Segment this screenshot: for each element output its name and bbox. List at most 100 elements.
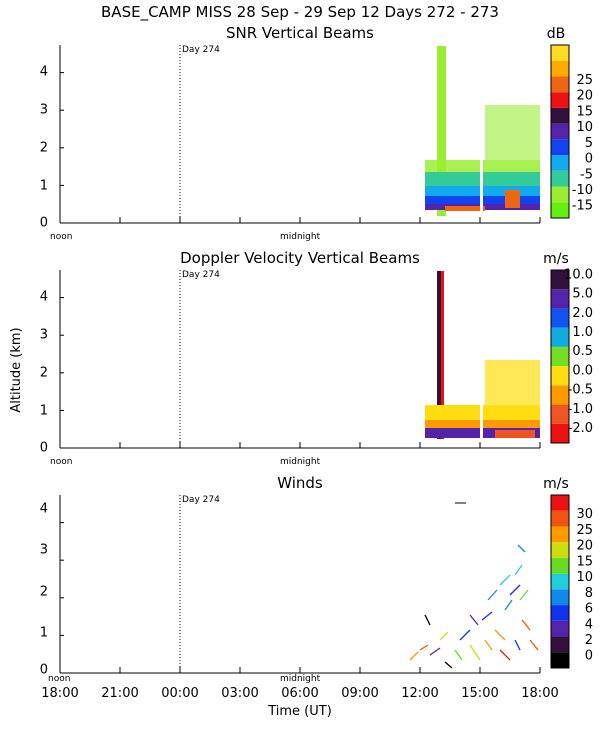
wind-barb <box>429 647 441 656</box>
colorbar-tick-label: -2.0 <box>568 421 593 436</box>
wind-barb <box>504 599 513 611</box>
colorbar-swatch <box>551 107 569 124</box>
snr-y-ticks: 0 1 2 3 4 <box>40 65 48 231</box>
snr-band-ground <box>445 206 485 211</box>
colorbar-swatch <box>551 346 569 367</box>
colorbar-tick-label: 0 <box>585 152 593 167</box>
snr-patch-right <box>485 105 540 160</box>
colorbar-tick-label: 6 <box>585 602 593 617</box>
doppler-red-ground <box>495 430 535 438</box>
time-tick-label: 15:00 <box>461 686 498 701</box>
doppler-y-ticks: 0 1 2 3 4 <box>40 290 48 456</box>
snr-gap <box>480 150 483 216</box>
colorbar-tick-label: 5 <box>585 136 593 151</box>
colorbar-swatch <box>551 557 569 574</box>
doppler-colorbar: m/s -2.0 -1.0 -0.5 0.0 0.5 1.0 2.0 5.0 10.0 <box>543 251 593 444</box>
colorbar-swatch <box>551 495 569 511</box>
colorbar-swatch <box>551 652 569 668</box>
colorbar-swatch <box>551 510 569 527</box>
colorbar-tick-label: -1.0 <box>568 402 593 417</box>
doppler-ytick-3: 3 <box>40 328 48 343</box>
colorbar-swatch <box>551 155 569 171</box>
snr-ytick-1: 1 <box>40 179 48 194</box>
time-tick-label: 00:00 <box>161 686 198 701</box>
colorbar-swatch <box>551 123 569 140</box>
wind-barb <box>521 619 531 631</box>
doppler-midnight-label: midnight <box>280 457 321 467</box>
time-tick-label: 18:00 <box>521 686 558 701</box>
snr-colorbar-unit: dB <box>547 26 566 42</box>
doppler-data-region <box>425 271 540 440</box>
colorbar-swatch <box>551 542 569 558</box>
doppler-ytick-4: 4 <box>40 290 48 305</box>
colorbar-swatch <box>551 270 569 290</box>
colorbar-swatch <box>551 526 569 543</box>
doppler-ytick-0: 0 <box>40 441 48 456</box>
doppler-noon-label: noon <box>50 457 72 467</box>
colorbar-swatch <box>551 139 569 156</box>
colorbar-tick-label: 2.0 <box>572 306 593 321</box>
winds-ytick-3: 3 <box>40 543 48 558</box>
doppler-spike-dark <box>437 271 441 439</box>
wind-barb <box>481 611 493 621</box>
colorbar-swatch <box>551 45 569 61</box>
colorbar-tick-label: -0.5 <box>568 383 593 398</box>
time-tick-label: 03:00 <box>221 686 258 701</box>
colorbar-tick-label: 15 <box>576 104 593 119</box>
time-tick-label: 18:00 <box>41 686 78 701</box>
colorbar-frame <box>550 269 570 444</box>
winds-ytick-0: 0 <box>40 663 48 678</box>
colorbar-frame <box>550 44 570 219</box>
time-tick-label: 12:00 <box>401 686 438 701</box>
wind-barb <box>459 629 471 641</box>
colorbar-tick-label: 0 <box>585 649 593 664</box>
colorbar-tick-label: 15 <box>576 554 593 569</box>
colorbar-swatch <box>551 170 569 187</box>
winds-panel-title: Winds <box>277 474 323 492</box>
wind-barb <box>529 639 539 651</box>
colorbar-tick-label: 5.0 <box>572 287 593 302</box>
colorbar-frame <box>550 494 570 669</box>
snr-ytick-2: 2 <box>40 141 48 156</box>
colorbar-swatch <box>551 573 569 590</box>
colorbar-swatch <box>551 404 569 424</box>
colorbar-tick-label: 25 <box>576 73 593 88</box>
colorbar-swatch <box>551 308 569 328</box>
colorbar-swatch <box>551 186 569 203</box>
wind-barb <box>424 614 431 626</box>
colorbar-swatch <box>551 385 569 405</box>
winds-colorbar-unit: m/s <box>543 476 569 492</box>
doppler-gap <box>480 400 483 440</box>
wind-barb <box>499 649 511 661</box>
winds-axes <box>59 495 540 674</box>
winds-day-marker-label: Day 274 <box>182 495 220 505</box>
doppler-ytick-1: 1 <box>40 404 48 419</box>
colorbar-tick-label: 10.0 <box>564 267 593 282</box>
wind-barb <box>494 629 506 641</box>
time-axis-label: Time (UT) <box>267 704 332 719</box>
colorbar-swatch <box>551 76 569 93</box>
winds-panel: Winds Day 274 noon midnight 0 1 2 3 4 18… <box>40 474 593 719</box>
wind-barb <box>409 651 419 661</box>
time-tick-label: 06:00 <box>281 686 318 701</box>
colorbar-tick-label: 25 <box>576 523 593 538</box>
wind-barb <box>519 589 529 601</box>
colorbar-swatch <box>551 589 569 606</box>
colorbar-tick-label: 2 <box>585 633 593 648</box>
colorbar-tick-label: -5 <box>580 167 593 182</box>
time-axis-ticks: 18:00 21:00 00:00 03:00 06:00 09:00 12:00 15:00… <box>41 686 558 701</box>
wind-barb <box>514 639 521 651</box>
wind-barb <box>454 649 463 661</box>
wind-barb <box>509 584 521 596</box>
snr-midnight-label: midnight <box>280 232 321 242</box>
wind-barb <box>499 574 511 586</box>
colorbar-tick-label: 20 <box>576 539 593 554</box>
colorbar-tick-label: 30 <box>576 507 593 522</box>
colorbar-swatch <box>551 327 569 347</box>
colorbar-tick-label: 4 <box>585 617 593 632</box>
winds-midnight-label: midnight <box>280 674 321 684</box>
colorbar-tick-label: 0.0 <box>572 363 593 378</box>
